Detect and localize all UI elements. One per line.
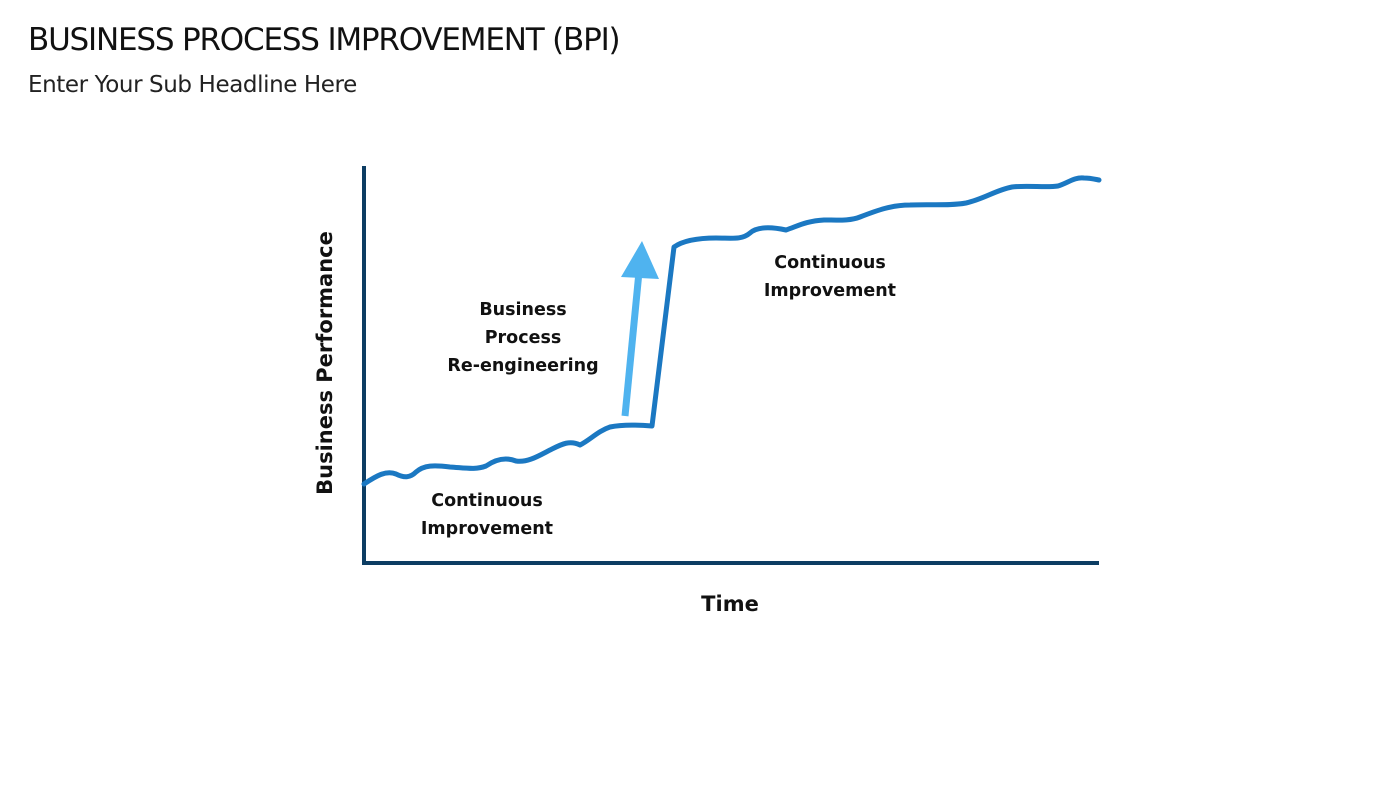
performance-line [361,175,1102,487]
y-axis-label: Business Performance [313,231,337,495]
phase-2-label-line-3: Re-engineering [447,356,598,376]
x-axis-label: Time [701,592,759,616]
phase-1-label-line-1: Continuous [431,491,543,511]
slide-subtitle: Enter Your Sub Headline Here [28,72,357,98]
slide-title: BUSINESS PROCESS IMPROVEMENT (BPI) [28,22,621,58]
reengineering-arrow-head [621,241,659,279]
phase-3-label-line-2: Improvement [764,281,896,301]
phase-2-label-line-2: Process [485,328,562,348]
phase-2-label-line-1: Business [479,300,566,320]
phase-3-label-line-1: Continuous [774,253,886,273]
reengineering-arrow-shaft [621,271,643,417]
phase-1-label-line-2: Improvement [421,519,553,539]
